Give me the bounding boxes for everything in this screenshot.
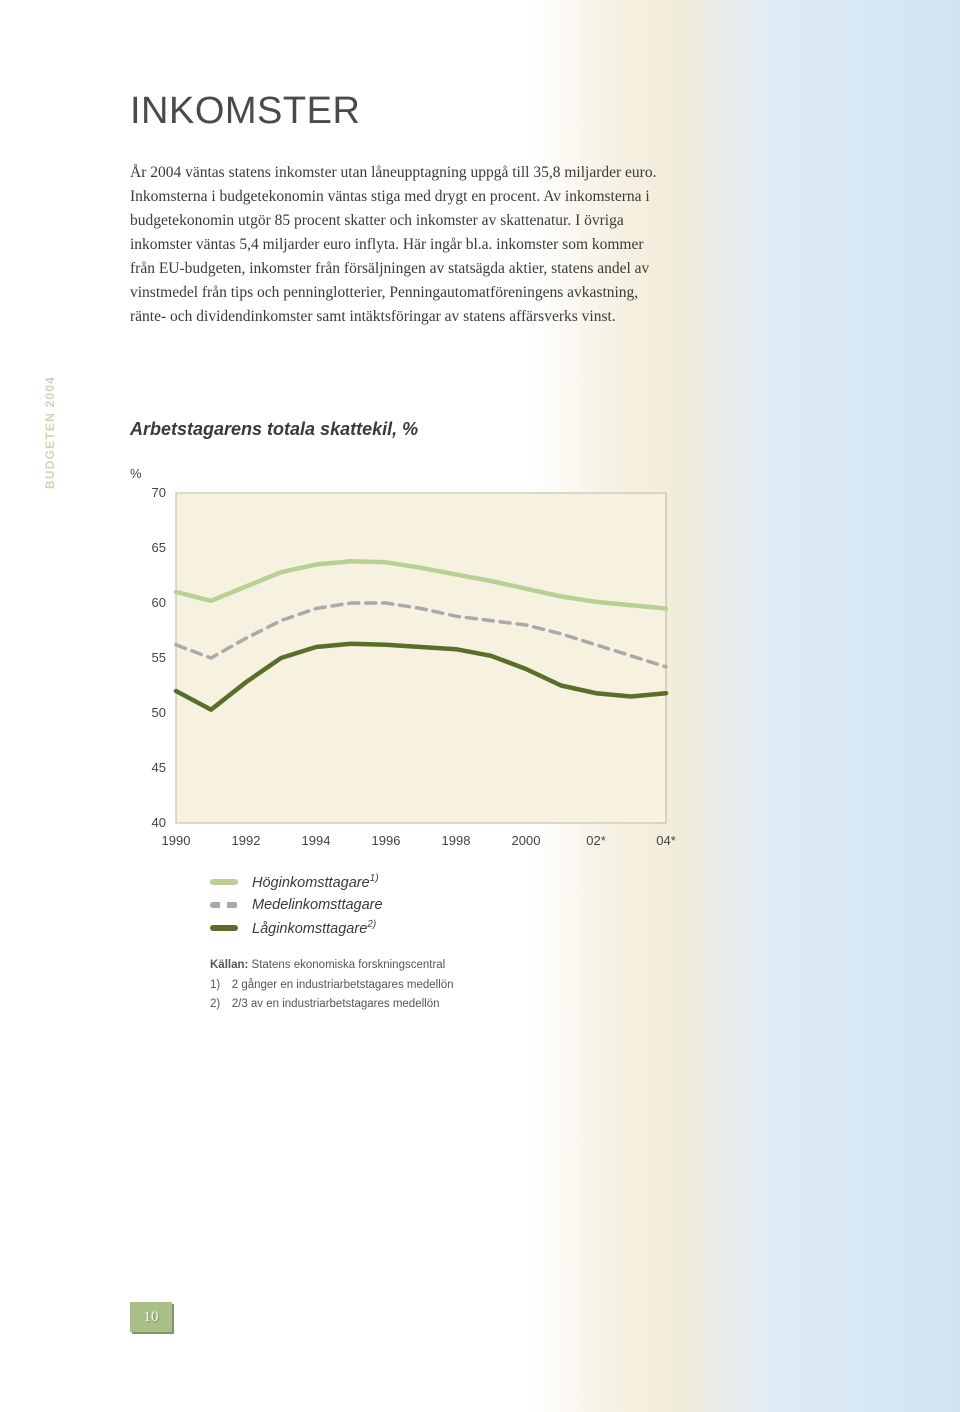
svg-text:1994: 1994	[302, 833, 331, 848]
chart-section: BUDGETEN 2004 Arbetstagarens totala skat…	[95, 419, 660, 1014]
chart-y-unit: %	[130, 466, 660, 481]
source-text: Statens ekonomiska forskningscentral	[252, 959, 446, 971]
source-label: Källan:	[210, 959, 248, 971]
source-note: 1) 2 gånger en industriarbetstagares med…	[210, 977, 660, 995]
svg-text:04*: 04*	[656, 833, 676, 848]
svg-text:55: 55	[152, 650, 166, 665]
sidebar-label: BUDGETEN 2004	[43, 376, 57, 489]
source-note: 2) 2/3 av en industriarbetstagares medel…	[210, 996, 660, 1014]
svg-text:1992: 1992	[232, 833, 261, 848]
legend-swatch	[210, 879, 238, 885]
legend-item: Höginkomsttagare1)	[210, 873, 660, 891]
svg-text:1990: 1990	[162, 833, 191, 848]
page-title: INKOMSTER	[130, 90, 660, 133]
legend-item: Medelinkomsttagare	[210, 897, 660, 913]
page-number: 10	[130, 1302, 172, 1332]
legend-item: Låginkomsttagare2)	[210, 919, 660, 937]
svg-text:70: 70	[152, 487, 166, 500]
legend-label: Låginkomsttagare2)	[252, 919, 376, 937]
chart-source: Källan: Statens ekonomiska forskningscen…	[210, 957, 660, 1014]
svg-text:45: 45	[152, 760, 166, 775]
svg-text:2000: 2000	[512, 833, 541, 848]
svg-text:60: 60	[152, 595, 166, 610]
svg-text:40: 40	[152, 815, 166, 830]
svg-text:65: 65	[152, 540, 166, 555]
svg-text:50: 50	[152, 705, 166, 720]
svg-text:1998: 1998	[442, 833, 471, 848]
line-chart: 40 45 50 55 60 65 70 1990 1992 1994 1996 1998 2000 02…	[130, 487, 676, 853]
legend-label: Höginkomsttagare1)	[252, 873, 379, 891]
chart-title: Arbetstagarens totala skattekil, %	[130, 419, 660, 440]
body-paragraph: År 2004 väntas statens inkomster utan lå…	[130, 161, 660, 329]
chart-legend: Höginkomsttagare1) Medelinkomsttagare Lågi…	[210, 873, 660, 937]
source-notes: 1) 2 gånger en industriarbetstagares med…	[210, 977, 660, 1015]
legend-swatch	[210, 902, 238, 908]
svg-text:1996: 1996	[372, 833, 401, 848]
legend-label: Medelinkomsttagare	[252, 897, 383, 913]
legend-swatch	[210, 925, 238, 931]
svg-text:02*: 02*	[586, 833, 606, 848]
